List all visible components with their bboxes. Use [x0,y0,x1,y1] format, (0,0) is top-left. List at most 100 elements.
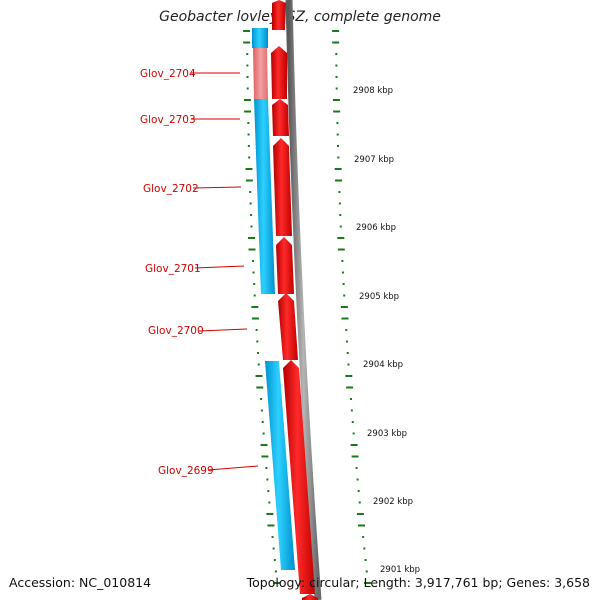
gc-skew-mark [267,490,270,492]
gc-skew-mark [255,329,258,331]
gc-skew-mark [247,145,250,147]
gc-skew-mark [338,202,341,205]
gc-skew-mark [255,375,263,377]
gc-skew-mark [274,570,277,573]
gc-skew-mark [335,76,338,78]
gc-skew-mark [273,582,281,584]
gc-skew-mark [356,478,359,481]
gc-skew-mark [363,547,366,550]
genome-stats-text: Topology: circular; Length: 3,917,761 bp… [246,575,590,590]
gene-label-glov-2702[interactable]: Glov_2702 [143,183,199,195]
gc-skew-mark [332,30,340,32]
gc-skew-mark [341,317,349,320]
gc-skew-mark [253,283,256,285]
cds-arrow-8 [302,594,318,600]
gc-skew-mark [339,225,342,228]
gc-skew-mark [363,582,371,584]
gene-label-glov-2703[interactable]: Glov_2703 [140,114,196,126]
tick-label-2908: 2908 kbp [353,86,393,96]
gc-skew-mark [334,168,342,170]
gc-skew-mark [248,248,256,251]
gc-skew-mark [333,110,341,113]
gc-skew-mark [337,248,345,251]
gc-skew-mark [257,363,260,366]
gene-labels: Glov_2704 Glov_2703 Glov_2702 Glov_2701 … [140,68,259,477]
tick-label-2906: 2906 kbp [356,223,396,233]
gc-skew-track-left [243,30,281,584]
accession-text: Accession: NC_010814 [9,575,152,590]
tick-label-2903: 2903 kbp [367,429,407,439]
gc-skew-mark [247,237,255,239]
gc-skew-mark [272,547,275,550]
gene-label-glov-2700[interactable]: Glov_2700 [148,325,204,337]
gc-skew-mark [273,559,276,561]
gc-skew-mark [246,87,249,90]
forward-strand-track [271,0,318,600]
gc-skew-mark [345,375,353,377]
gc-skew-mark [257,352,260,354]
gc-skew-mark [345,340,348,343]
gc-skew-mark [249,202,252,205]
gc-skew-mark [261,421,264,423]
gc-skew-mark [332,41,340,44]
tick-label-2905: 2905 kbp [359,292,399,302]
gc-skew-mark [349,398,352,400]
gc-skew-mark [350,444,358,446]
gc-skew-mark [268,501,271,504]
gc-skew-mark [247,122,250,124]
cds-block-glov-2703-2701 [254,99,275,294]
gc-skew-mark [335,179,343,182]
tick-label-2907: 2907 kbp [354,155,394,165]
gc-skew-mark [243,30,251,32]
gc-skew-mark [338,191,341,193]
tick-label-2901: 2901 kbp [380,565,420,575]
gene-label-glov-2699[interactable]: Glov_2699 [158,465,214,477]
gc-skew-mark [253,294,256,297]
gene-label-glov-2701[interactable]: Glov_2701 [145,263,201,275]
gc-skew-mark [345,329,348,331]
gc-skew-mark [351,421,354,423]
gc-skew-mark [246,53,249,55]
cds-arrow-5 [276,237,294,294]
scale-ticks: 2908 kbp 2907 kbp 2906 kbp 2905 kbp 2904… [353,86,420,575]
gc-skew-mark [341,260,344,262]
gc-skew-mark [266,478,269,481]
gc-skew-mark [335,87,338,90]
gc-skew-mark [355,467,358,469]
gc-skew-mark [243,41,251,44]
gc-skew-mark [351,455,359,458]
gc-skew-mark [357,524,365,527]
gc-skew-mark [262,432,265,435]
gc-skew-mark [337,156,340,159]
gc-skew-mark [336,145,339,147]
gc-skew-mark [336,133,339,136]
reverse-strand-track [252,28,295,570]
gc-skew-mark [250,225,253,228]
cds-arrow-2 [271,46,287,99]
gc-skew-mark [343,294,346,297]
gc-skew-mark [347,363,350,366]
tick-label-2904: 2904 kbp [363,360,403,370]
genome-title: Geobacter lovleyi SZ, complete genome [159,9,441,25]
cds-block-glov-2704 [253,48,268,99]
gc-skew-mark [252,260,255,262]
gc-skew-mark [266,513,274,515]
gc-skew-mark [356,513,364,515]
tick-label-2902: 2902 kbp [373,497,413,507]
gc-skew-mark [341,271,344,274]
cds-arrow-6 [278,293,298,360]
gc-skew-track-right [332,30,371,584]
gc-skew-mark [247,133,250,136]
gc-skew-mark [365,570,368,573]
gc-skew-mark [246,64,249,67]
gc-skew-mark [335,64,338,67]
cds-arrow-3 [272,99,289,136]
cds-arrow-4 [273,138,292,236]
gc-skew-mark [332,99,340,101]
gc-skew-mark [352,432,355,435]
gene-label-glov-2704[interactable]: Glov_2704 [140,68,196,80]
gc-skew-mark [252,271,255,274]
gc-skew-mark [244,110,252,113]
gc-skew-mark [342,283,345,285]
gc-skew-mark [271,536,274,538]
